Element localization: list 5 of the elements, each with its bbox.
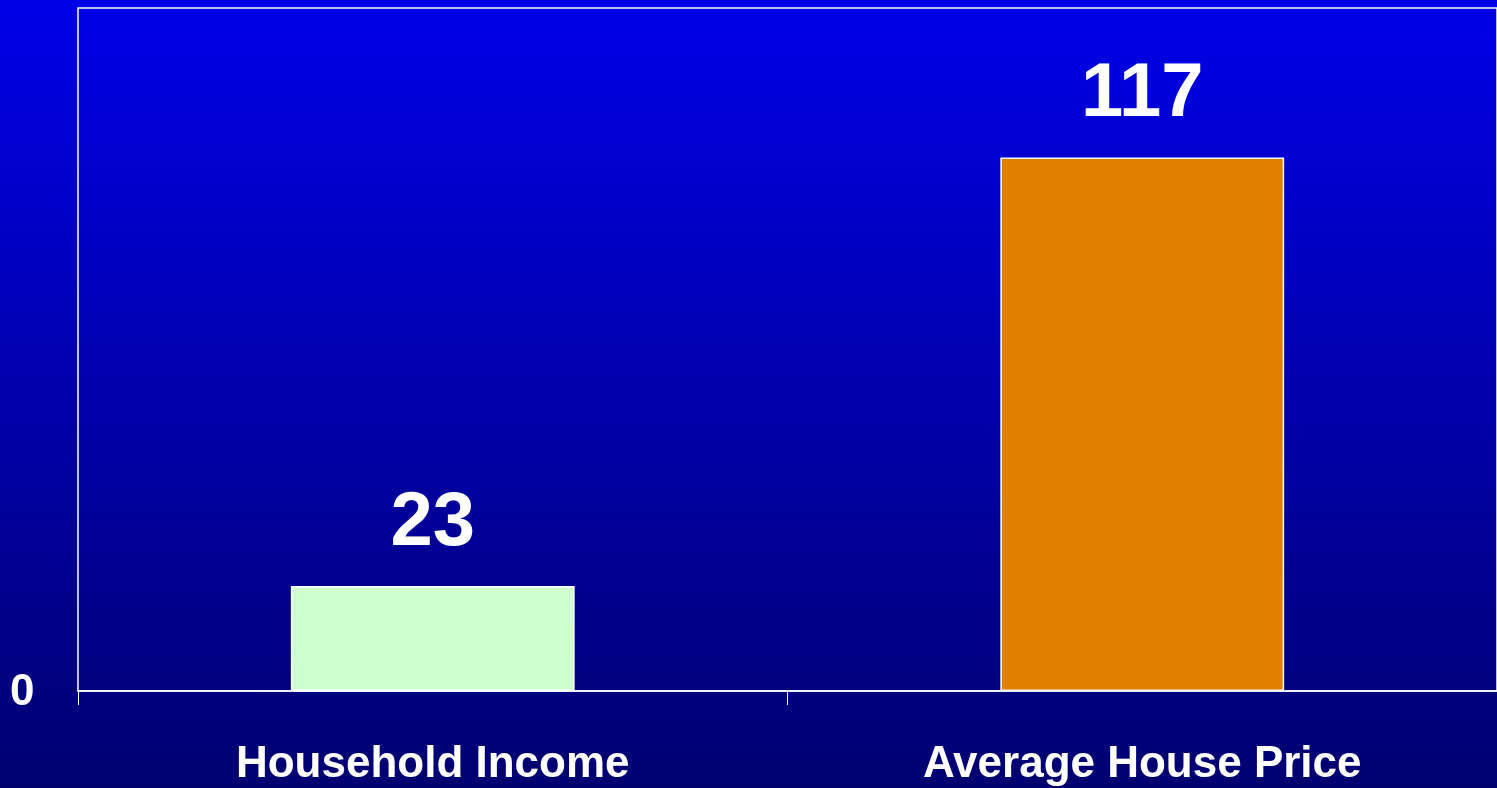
x-tick-label: Household Income — [235, 736, 630, 786]
x-tick-label: Average House Price — [922, 736, 1362, 786]
data-label: 23 — [390, 475, 476, 561]
data-label: 117 — [1080, 46, 1204, 132]
text: 0 — [10, 664, 35, 714]
